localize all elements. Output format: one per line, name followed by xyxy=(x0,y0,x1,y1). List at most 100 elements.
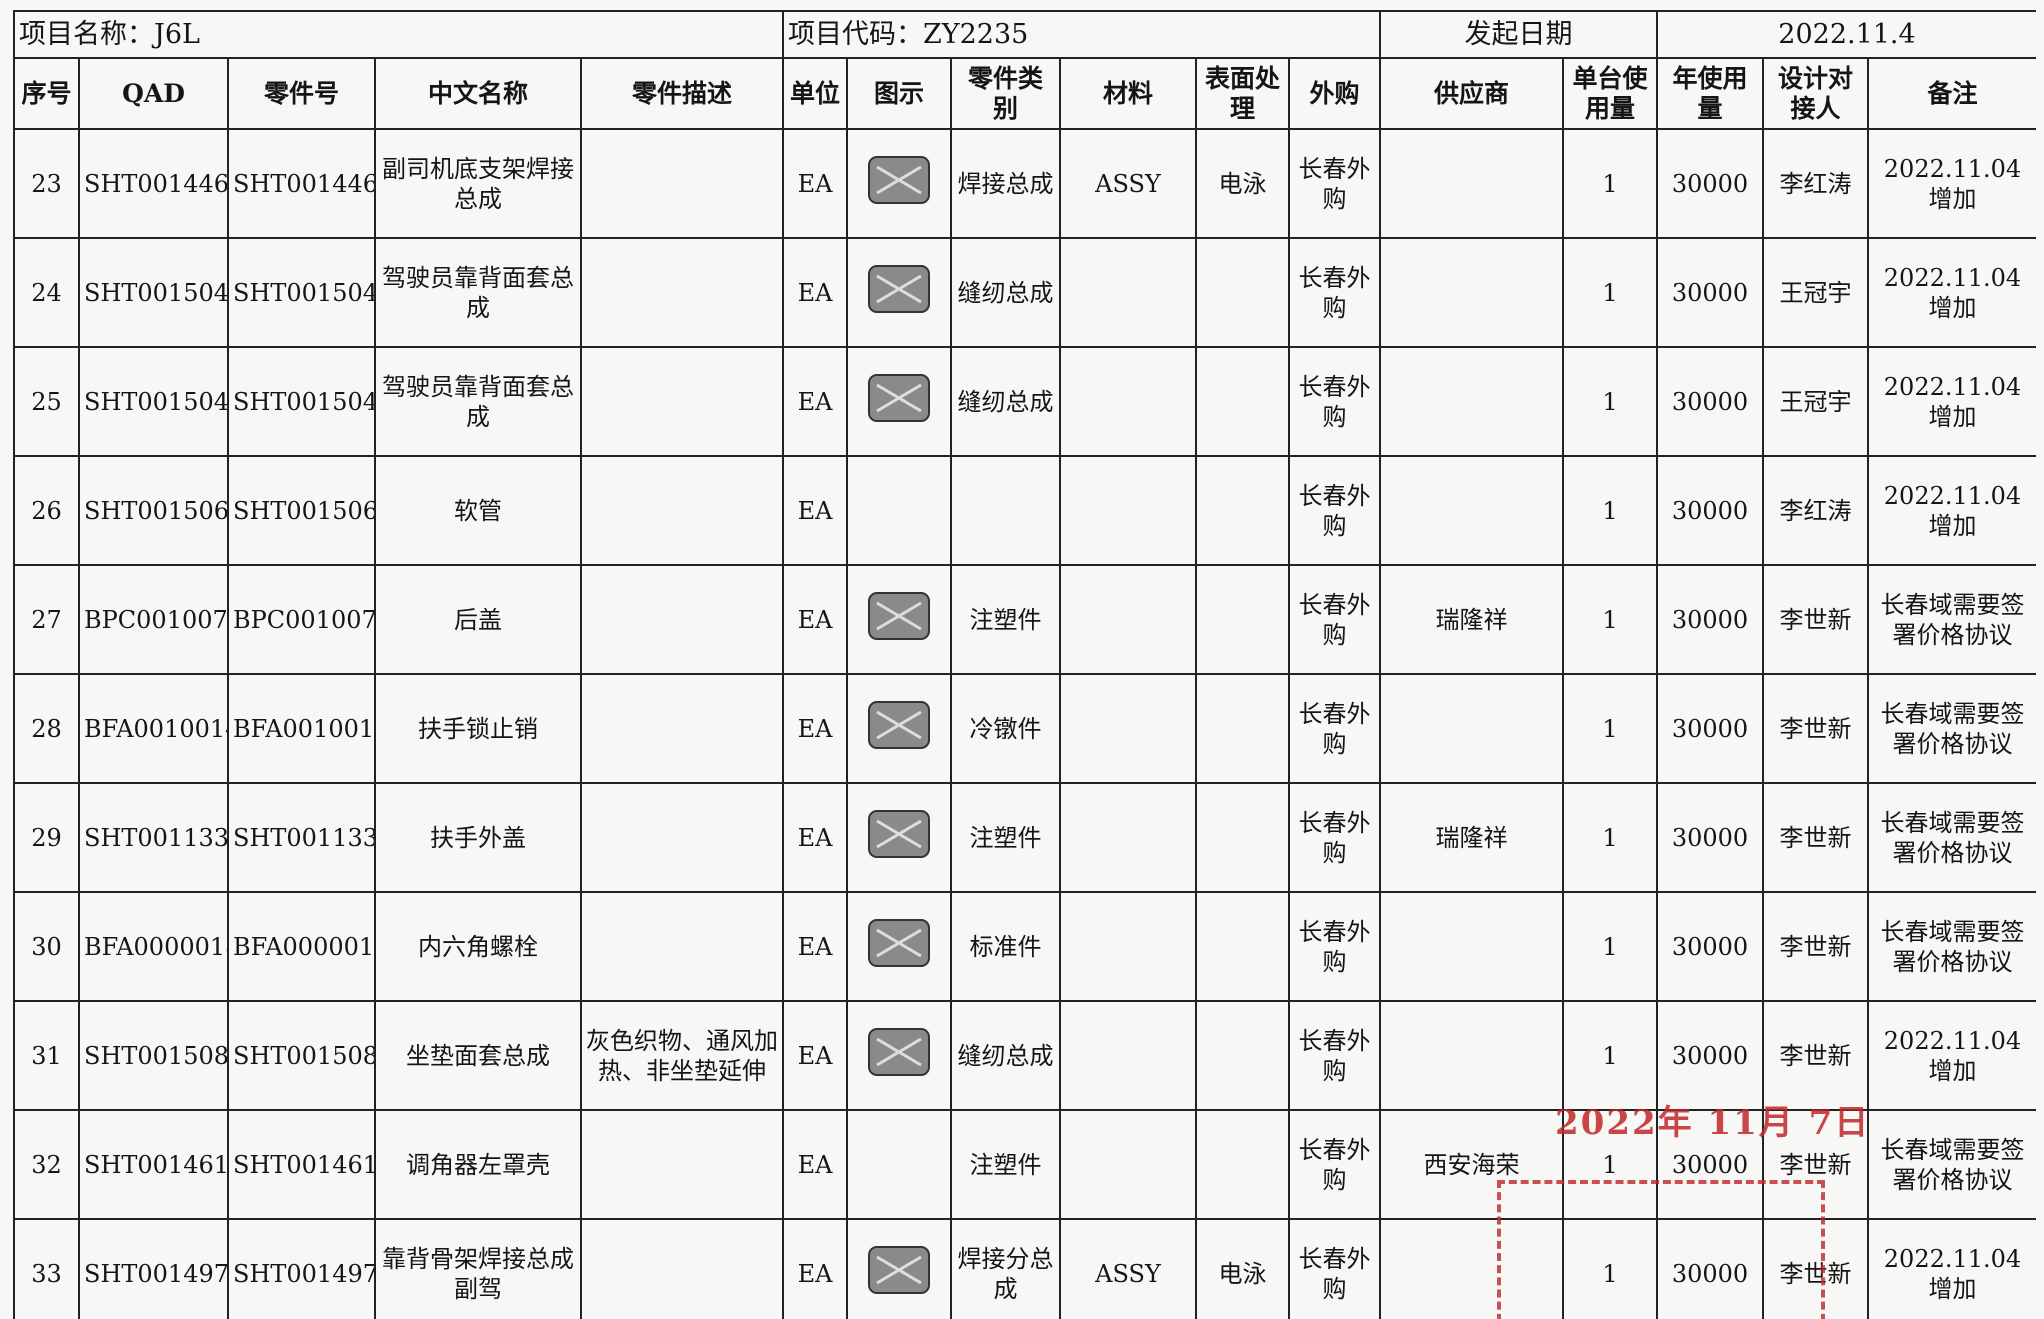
cell: 注塑件 xyxy=(950,1109,1061,1220)
data-row: 28 BFA0010014 BFA0010014 扶手锁止销 EA 冷镦件 长春外购 1 300… xyxy=(13,673,2036,784)
cell: 电泳 xyxy=(1195,1218,1290,1319)
cell xyxy=(1195,455,1290,566)
cell xyxy=(1059,346,1197,457)
cell: 长春外购 xyxy=(1288,673,1381,784)
data-row: 25SHT0015044SHT0015044驾驶员靠背面套总成EA缝纫总成长春外… xyxy=(13,346,2036,457)
cell: 缝纫总成 xyxy=(950,237,1061,348)
cell: 长春外购 xyxy=(1288,1109,1381,1220)
cell: SHT0014977 xyxy=(78,1218,229,1319)
cell: 26 xyxy=(13,455,80,566)
part-image xyxy=(868,265,930,313)
header-row: 项目名称：J6L 项目代码：ZY2235 发起日期 2022.11.4 xyxy=(13,10,2036,59)
cell: 长春域需要签署价格协议 xyxy=(1867,673,2036,784)
cell: BFA0010014 xyxy=(227,673,376,784)
cell: 30000 xyxy=(1656,891,1764,1002)
cell xyxy=(846,673,952,784)
column-header: 序号 xyxy=(13,57,80,130)
column-header: 零件号 xyxy=(227,57,376,130)
cell: 2022.11.04增加 xyxy=(1867,346,2036,457)
cell: 1 xyxy=(1562,1109,1658,1220)
date-label: 发起日期 xyxy=(1379,10,1658,59)
cell xyxy=(580,237,784,348)
cell: 长春外购 xyxy=(1288,346,1381,457)
cell: SHT0015044 xyxy=(78,346,229,457)
column-header: 图示 xyxy=(846,57,952,130)
cell: SHT0015082 xyxy=(78,1000,229,1111)
cell: 1 xyxy=(1562,891,1658,1002)
cell: 李世新 xyxy=(1762,673,1869,784)
cell: SHT0015082 xyxy=(227,1000,376,1111)
cell: 坐垫面套总成 xyxy=(374,1000,582,1111)
cell xyxy=(1059,1109,1197,1220)
cell: 30000 xyxy=(1656,1000,1764,1111)
cell: 副司机底支架焊接总成 xyxy=(374,128,582,239)
project-name: 项目名称：J6L xyxy=(13,10,784,59)
cell: 灰色织物、通风加热、非坐垫延伸 xyxy=(580,1000,784,1111)
part-image xyxy=(868,1028,930,1076)
cell: SHT0014977 xyxy=(227,1218,376,1319)
cell: EA xyxy=(782,1000,848,1111)
cell xyxy=(846,1000,952,1111)
cell: 扶手外盖 xyxy=(374,782,582,893)
cell xyxy=(950,455,1061,566)
column-header: 供应商 xyxy=(1379,57,1564,130)
cell xyxy=(1059,673,1197,784)
cell: 李红涛 xyxy=(1762,455,1869,566)
cell: 长春外购 xyxy=(1288,1000,1381,1111)
cell: SHT0015044 xyxy=(227,346,376,457)
cell: 西安海荣 xyxy=(1379,1109,1564,1220)
cell: EA xyxy=(782,1218,848,1319)
cell: 1 xyxy=(1562,782,1658,893)
part-image xyxy=(868,810,930,858)
cell xyxy=(580,455,784,566)
cell: 32 xyxy=(13,1109,80,1220)
column-header: 备注 xyxy=(1867,57,2036,130)
cell xyxy=(846,782,952,893)
cell xyxy=(1195,673,1290,784)
cell xyxy=(1195,237,1290,348)
cell: 长春域需要签署价格协议 xyxy=(1867,782,2036,893)
cell: SHT0014618 xyxy=(227,1109,376,1220)
cell: 李世新 xyxy=(1762,1109,1869,1220)
column-header: 外购 xyxy=(1288,57,1381,130)
column-header: 设计对接人 xyxy=(1762,57,1869,130)
cell: 30000 xyxy=(1656,1218,1764,1319)
cell: BFA0000018 xyxy=(78,891,229,1002)
cell xyxy=(1059,782,1197,893)
cell: EA xyxy=(782,128,848,239)
cell xyxy=(1195,782,1290,893)
cell: SHT0011330 xyxy=(78,782,229,893)
cell xyxy=(1379,1218,1564,1319)
data-row: 23SHT0014466SHT0014466副司机底支架焊接总成EA焊接总成AS… xyxy=(13,128,2036,239)
cell: 靠背骨架焊接总成副驾 xyxy=(374,1218,582,1319)
cell: 长春域需要签署价格协议 xyxy=(1867,1109,2036,1220)
cell: 1 xyxy=(1562,237,1658,348)
cell xyxy=(580,1109,784,1220)
column-header: 零件类别 xyxy=(950,57,1061,130)
data-row: 29SHT0011330SHT0011330扶手外盖EA注塑件长春外购瑞隆祥13… xyxy=(13,782,2036,893)
column-header: 年使用量 xyxy=(1656,57,1764,130)
data-row: 27BPC0010070BPC0010070后盖EA注塑件长春外购瑞隆祥1300… xyxy=(13,564,2036,675)
cell: SHT0015062 xyxy=(78,455,229,566)
cell: 缝纫总成 xyxy=(950,1000,1061,1111)
cell xyxy=(846,455,952,566)
cell: 李世新 xyxy=(1762,1218,1869,1319)
cell: 焊接总成 xyxy=(950,128,1061,239)
stamp-date: 2022年 11月 7日 xyxy=(1555,1103,1871,1143)
cell: SHT0014618 xyxy=(78,1109,229,1220)
cell xyxy=(1379,455,1564,566)
cell: ASSY xyxy=(1059,1218,1197,1319)
cell: EA xyxy=(782,782,848,893)
cell xyxy=(846,564,952,675)
cell: 24 xyxy=(13,237,80,348)
cell: 30000 xyxy=(1656,564,1764,675)
cell: 1 xyxy=(1562,564,1658,675)
cell: 软管 xyxy=(374,455,582,566)
cell: 长春外购 xyxy=(1288,128,1381,239)
cell: 长春外购 xyxy=(1288,237,1381,348)
cell: ASSY xyxy=(1059,128,1197,239)
cell xyxy=(580,564,784,675)
cell xyxy=(1059,455,1197,566)
cell: 2022.11.04增加 xyxy=(1867,455,2036,566)
data-row: 31SHT0015082SHT0015082坐垫面套总成灰色织物、通风加热、非坐… xyxy=(13,1000,2036,1111)
